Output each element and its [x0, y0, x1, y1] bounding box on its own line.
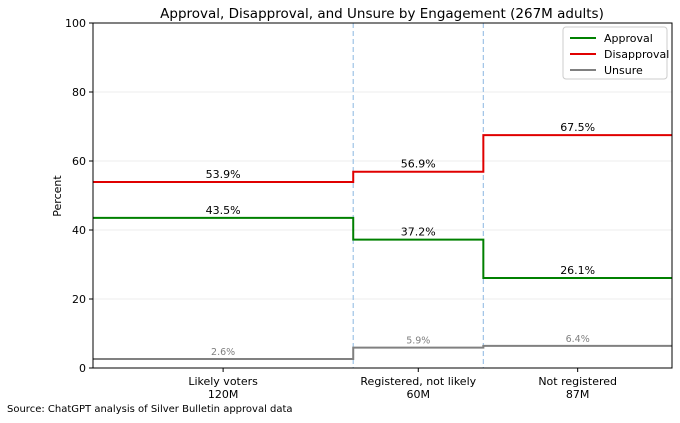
legend-box — [562, 26, 668, 80]
y-tick-label: 20 — [72, 293, 86, 306]
source-note: Source: ChatGPT analysis of Silver Bulle… — [7, 404, 293, 415]
data-label: 5.9% — [406, 336, 430, 347]
x-tick-label: Not registered — [538, 375, 617, 388]
x-tick-sublabel: 60M — [407, 388, 431, 401]
y-tick-label: 60 — [72, 155, 86, 168]
y-tick-label: 100 — [65, 17, 86, 30]
legend-label-unsure: Unsure — [604, 64, 643, 77]
x-tick-label: Registered, not likely — [360, 375, 476, 388]
y-tick-label: 80 — [72, 86, 86, 99]
x-tick-sublabel: 120M — [208, 388, 239, 401]
plot-frame — [92, 22, 673, 369]
legend-label-approval: Approval — [604, 32, 653, 45]
data-label: 56.9% — [401, 158, 436, 171]
data-label: 6.4% — [566, 334, 590, 345]
data-label: 37.2% — [401, 226, 436, 239]
data-label: 2.6% — [211, 347, 235, 358]
y-tick-label: 0 — [79, 362, 86, 375]
legend: Approval Disapproval Unsure — [562, 26, 669, 80]
data-label: 43.5% — [206, 204, 241, 217]
legend-label-disapproval: Disapproval — [604, 48, 669, 61]
data-label: 67.5% — [560, 121, 595, 134]
data-label: 26.1% — [560, 264, 595, 277]
x-tick-label: Likely voters — [188, 375, 258, 388]
x-tick-sublabel: 87M — [566, 388, 590, 401]
y-axis-label: Percent — [51, 175, 64, 217]
series-line-disapproval — [93, 134, 672, 184]
series-line-approval — [93, 216, 672, 279]
chart-title: Approval, Disapproval, and Unsure by Eng… — [160, 6, 604, 22]
data-label: 53.9% — [206, 168, 241, 181]
series-line-unsure — [93, 344, 672, 361]
y-tick-label: 40 — [72, 224, 86, 237]
